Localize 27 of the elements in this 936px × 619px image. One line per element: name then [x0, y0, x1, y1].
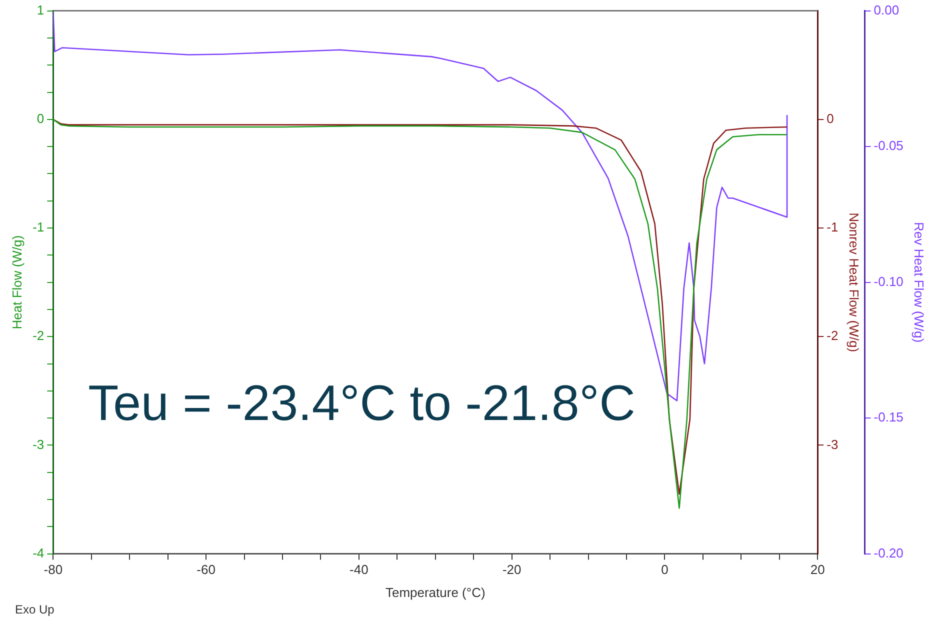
- y3-axis-title: Rev Heat Flow (W/g): [912, 222, 927, 343]
- annotation: Teu = -23.4°C to -21.8°C: [88, 375, 636, 432]
- y-tick-label: -3: [32, 436, 44, 452]
- y-axis-title: Heat Flow (W/g): [9, 235, 24, 330]
- x-tick-label: -80: [44, 562, 63, 578]
- y3-tick-label: -0.05: [874, 138, 904, 154]
- y-tick-label: 0: [36, 110, 44, 126]
- y3-tick-label: 0.00: [874, 2, 900, 18]
- y2-tick-label: 0: [826, 110, 834, 126]
- y3-tick-label: -0.10: [874, 274, 904, 289]
- y-tick-label: -1: [32, 220, 44, 235]
- y-tick-label: 1: [36, 2, 44, 18]
- y3-tick-label: -0.20: [874, 545, 904, 560]
- x-axis-title: Temperature (°C): [385, 584, 486, 600]
- y-tick-label: -2: [32, 328, 44, 344]
- y2-tick-label: -1: [826, 220, 838, 235]
- x-tick-label: -20: [502, 562, 522, 578]
- x-tick-label: -40: [350, 562, 368, 578]
- x-tick-label: 20: [810, 562, 825, 578]
- y-tick-label: -4: [32, 545, 44, 560]
- y2-tick-label: -3: [826, 436, 838, 452]
- x-tick-label: 0: [661, 562, 668, 578]
- x-tick-label: -60: [196, 562, 216, 578]
- y2-axis-title: Nonrev Heat Flow (W/g): [846, 212, 862, 352]
- y3-tick-label: -0.15: [874, 410, 904, 425]
- y2-tick-label: -2: [826, 328, 838, 344]
- text: Exo Up: [15, 602, 55, 616]
